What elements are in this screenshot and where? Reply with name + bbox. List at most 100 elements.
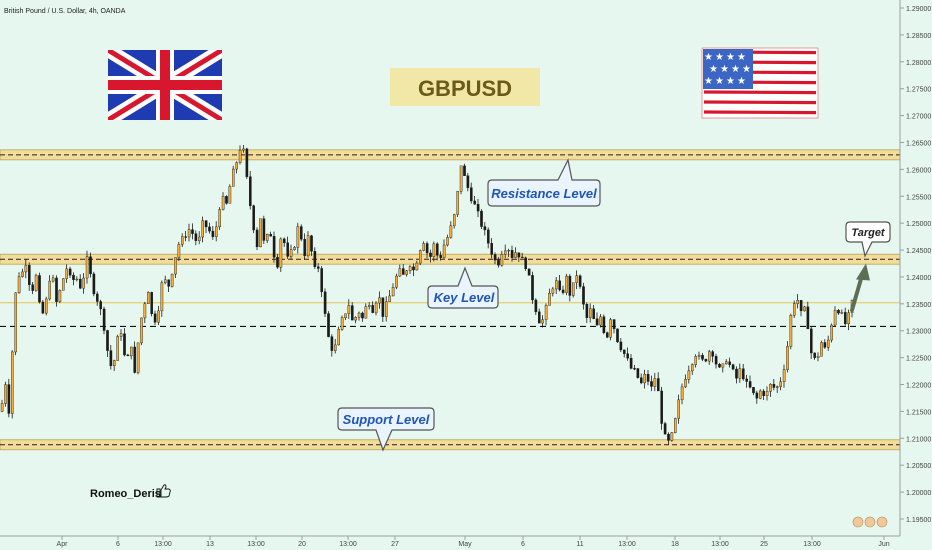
candle-up bbox=[140, 317, 143, 344]
candle-down bbox=[252, 205, 256, 231]
x-tick-label: 13:00 bbox=[711, 541, 729, 548]
candle-down bbox=[595, 318, 599, 326]
candle-up bbox=[504, 250, 507, 255]
candle-up bbox=[187, 229, 191, 238]
candle-up bbox=[514, 252, 517, 258]
author-name: Romeo_Deris bbox=[90, 488, 161, 500]
candle-up bbox=[432, 243, 436, 257]
candle-up bbox=[769, 383, 772, 392]
candle-down bbox=[7, 384, 11, 414]
candle-up bbox=[221, 196, 225, 210]
candle-down bbox=[704, 359, 708, 362]
indicator-badges bbox=[852, 516, 888, 528]
y-tick-label: 1.29000 bbox=[906, 6, 931, 13]
candle-up bbox=[14, 292, 18, 353]
candle-up bbox=[180, 236, 184, 245]
candle-down bbox=[272, 236, 276, 258]
united-states-flag-icon: ★ ★ ★ ★★ ★ ★ ★★ ★ ★ ★ bbox=[701, 47, 819, 119]
candle-up bbox=[368, 305, 371, 307]
candle-up bbox=[456, 191, 460, 215]
candle-down bbox=[361, 312, 364, 319]
y-tick-label: 1.23500 bbox=[906, 302, 931, 309]
candle-down bbox=[303, 239, 307, 256]
candle-down bbox=[799, 300, 803, 312]
candle-up bbox=[725, 361, 728, 365]
candle-up bbox=[51, 277, 55, 282]
candle-up bbox=[129, 346, 133, 357]
candle-up bbox=[687, 370, 691, 380]
candle-down bbox=[633, 368, 636, 370]
candle-up bbox=[446, 237, 449, 246]
candle-down bbox=[211, 230, 215, 237]
candle-up bbox=[62, 278, 65, 291]
x-axis: Apr 6 13:00 13 13:00 20 13:00 27 May 6 11 13:00 18 13… bbox=[57, 536, 890, 548]
candle-down bbox=[436, 243, 439, 256]
y-tick-label: 1.28000 bbox=[906, 60, 931, 67]
candle-up bbox=[589, 308, 592, 318]
candle-down bbox=[561, 289, 565, 293]
y-tick-label: 1.19500 bbox=[906, 517, 931, 524]
candle-up bbox=[10, 351, 14, 414]
candle-down bbox=[38, 275, 41, 303]
candle-up bbox=[405, 270, 409, 275]
candle-up bbox=[85, 256, 89, 279]
candle-down bbox=[269, 234, 273, 237]
candle-up bbox=[218, 209, 222, 228]
candle-down bbox=[558, 280, 561, 291]
candle-up bbox=[17, 276, 21, 294]
candle-up bbox=[691, 364, 694, 372]
candle-down bbox=[330, 336, 334, 351]
candle-up bbox=[453, 214, 456, 226]
candle-up bbox=[575, 275, 578, 283]
candle-up bbox=[796, 300, 799, 304]
candle-down bbox=[55, 277, 58, 302]
candle-down bbox=[612, 319, 616, 330]
candle-up bbox=[34, 275, 38, 291]
candle-up bbox=[347, 305, 351, 314]
candle-up bbox=[385, 301, 388, 317]
candle-up bbox=[708, 351, 711, 362]
candle-down bbox=[623, 349, 626, 354]
thumbs-up-icon bbox=[156, 484, 171, 498]
candle-down bbox=[626, 353, 629, 359]
flag-star: ★ bbox=[715, 76, 724, 87]
y-tick-label: 1.27500 bbox=[906, 87, 931, 94]
candle-up bbox=[306, 235, 310, 256]
flag-star: ★ bbox=[704, 76, 713, 87]
candle-up bbox=[776, 386, 779, 388]
candle-down bbox=[480, 210, 483, 227]
candle-up bbox=[398, 268, 402, 277]
candle-down bbox=[317, 266, 320, 269]
candle-up bbox=[395, 275, 398, 288]
candle-up bbox=[364, 306, 368, 319]
candle-down bbox=[466, 175, 470, 188]
candle-up bbox=[459, 165, 463, 192]
candle-up bbox=[146, 292, 150, 304]
pair-label: GBPUSD bbox=[418, 76, 512, 101]
candle-up bbox=[721, 363, 725, 368]
candle-down bbox=[167, 279, 171, 287]
candle-up bbox=[279, 238, 283, 268]
candle-down bbox=[701, 355, 704, 360]
candle-up bbox=[500, 254, 504, 266]
candle-down bbox=[126, 354, 130, 357]
candle-up bbox=[344, 313, 347, 318]
candle-down bbox=[823, 342, 827, 348]
candle-up bbox=[555, 280, 558, 290]
candle-up bbox=[391, 286, 395, 297]
candle-down bbox=[646, 374, 650, 382]
candle-down bbox=[153, 313, 157, 323]
candle-down bbox=[762, 390, 765, 396]
x-tick-label: 13:00 bbox=[339, 541, 357, 548]
y-tick-label: 1.24500 bbox=[906, 248, 931, 255]
candles bbox=[0, 145, 854, 445]
candle-up bbox=[334, 344, 337, 351]
flag-star: ★ bbox=[742, 64, 751, 75]
candle-up bbox=[4, 384, 7, 404]
candle-up bbox=[235, 162, 239, 170]
candle-up bbox=[684, 378, 687, 388]
candle-up bbox=[65, 268, 68, 279]
candle-down bbox=[439, 255, 443, 258]
candle-down bbox=[402, 268, 405, 275]
